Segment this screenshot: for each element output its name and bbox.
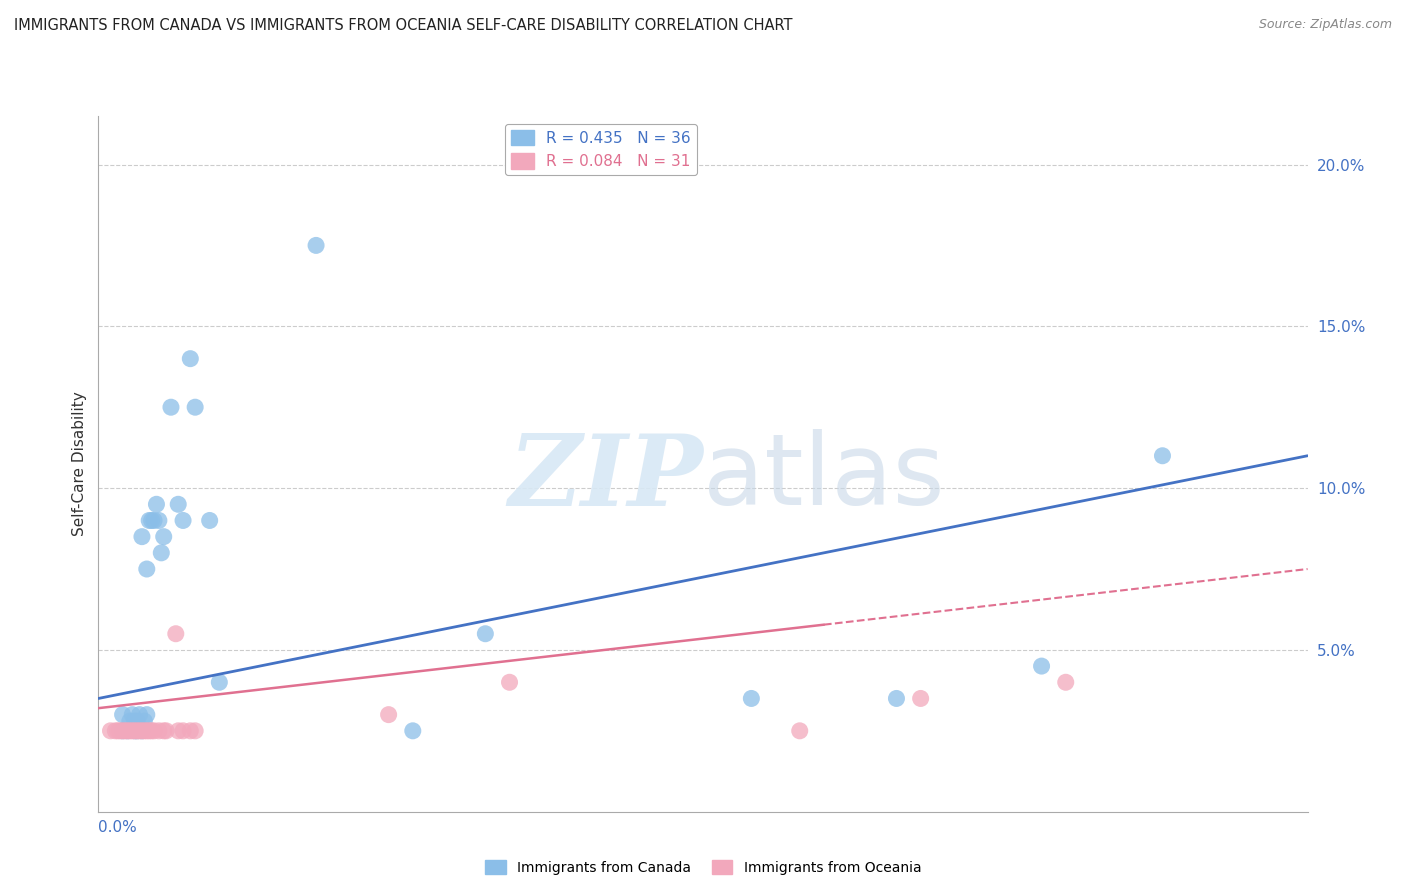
Point: [152, 530, 174, 544]
Point: [128, 723, 150, 738]
Point: [198, 513, 221, 527]
Point: [377, 707, 399, 722]
Point: [135, 723, 157, 738]
Point: [148, 513, 170, 527]
Point: [141, 513, 163, 527]
Point: [124, 723, 146, 738]
Legend: R = 0.435   N = 36, R = 0.084   N = 31: R = 0.435 N = 36, R = 0.084 N = 31: [505, 124, 697, 176]
Point: [131, 723, 153, 738]
Point: [184, 401, 207, 415]
Point: [114, 723, 136, 738]
Point: [167, 497, 190, 511]
Point: [100, 723, 122, 738]
Point: [498, 675, 520, 690]
Point: [143, 513, 166, 527]
Point: [150, 546, 173, 560]
Point: [117, 723, 139, 738]
Y-axis label: Self-Care Disability: Self-Care Disability: [72, 392, 87, 536]
Point: [131, 530, 153, 544]
Point: [179, 351, 201, 366]
Point: [1152, 449, 1174, 463]
Point: [148, 723, 170, 738]
Point: [402, 723, 425, 738]
Point: [789, 723, 811, 738]
Point: [474, 626, 496, 640]
Point: [127, 723, 149, 738]
Point: [886, 691, 908, 706]
Point: [172, 723, 194, 738]
Point: [141, 723, 163, 738]
Point: [152, 723, 174, 738]
Point: [1031, 659, 1053, 673]
Point: [135, 562, 157, 576]
Point: [740, 691, 762, 706]
Point: [134, 723, 156, 738]
Legend: Immigrants from Canada, Immigrants from Oceania: Immigrants from Canada, Immigrants from …: [479, 855, 927, 880]
Point: [108, 723, 131, 738]
Text: 0.0%: 0.0%: [98, 820, 138, 835]
Point: [143, 723, 166, 738]
Point: [155, 723, 177, 738]
Point: [208, 675, 231, 690]
Point: [184, 723, 207, 738]
Point: [160, 401, 183, 415]
Point: [111, 723, 134, 738]
Point: [118, 723, 141, 738]
Point: [128, 707, 150, 722]
Point: [107, 723, 129, 738]
Text: IMMIGRANTS FROM CANADA VS IMMIGRANTS FROM OCEANIA SELF-CARE DISABILITY CORRELATI: IMMIGRANTS FROM CANADA VS IMMIGRANTS FRO…: [14, 18, 793, 33]
Point: [118, 714, 141, 728]
Point: [127, 723, 149, 738]
Point: [167, 723, 190, 738]
Text: ZIP: ZIP: [508, 430, 703, 526]
Point: [1054, 675, 1077, 690]
Point: [138, 723, 160, 738]
Point: [124, 714, 146, 728]
Point: [121, 723, 143, 738]
Point: [305, 238, 328, 252]
Point: [104, 723, 127, 738]
Point: [165, 626, 187, 640]
Point: [131, 723, 153, 738]
Point: [910, 691, 932, 706]
Text: atlas: atlas: [703, 429, 945, 526]
Point: [145, 497, 167, 511]
Point: [117, 723, 139, 738]
Point: [111, 723, 134, 738]
Point: [134, 714, 156, 728]
Point: [124, 723, 146, 738]
Point: [121, 707, 143, 722]
Text: Source: ZipAtlas.com: Source: ZipAtlas.com: [1258, 18, 1392, 31]
Point: [172, 513, 194, 527]
Point: [127, 714, 149, 728]
Point: [138, 513, 160, 527]
Point: [179, 723, 201, 738]
Point: [135, 707, 157, 722]
Point: [111, 707, 134, 722]
